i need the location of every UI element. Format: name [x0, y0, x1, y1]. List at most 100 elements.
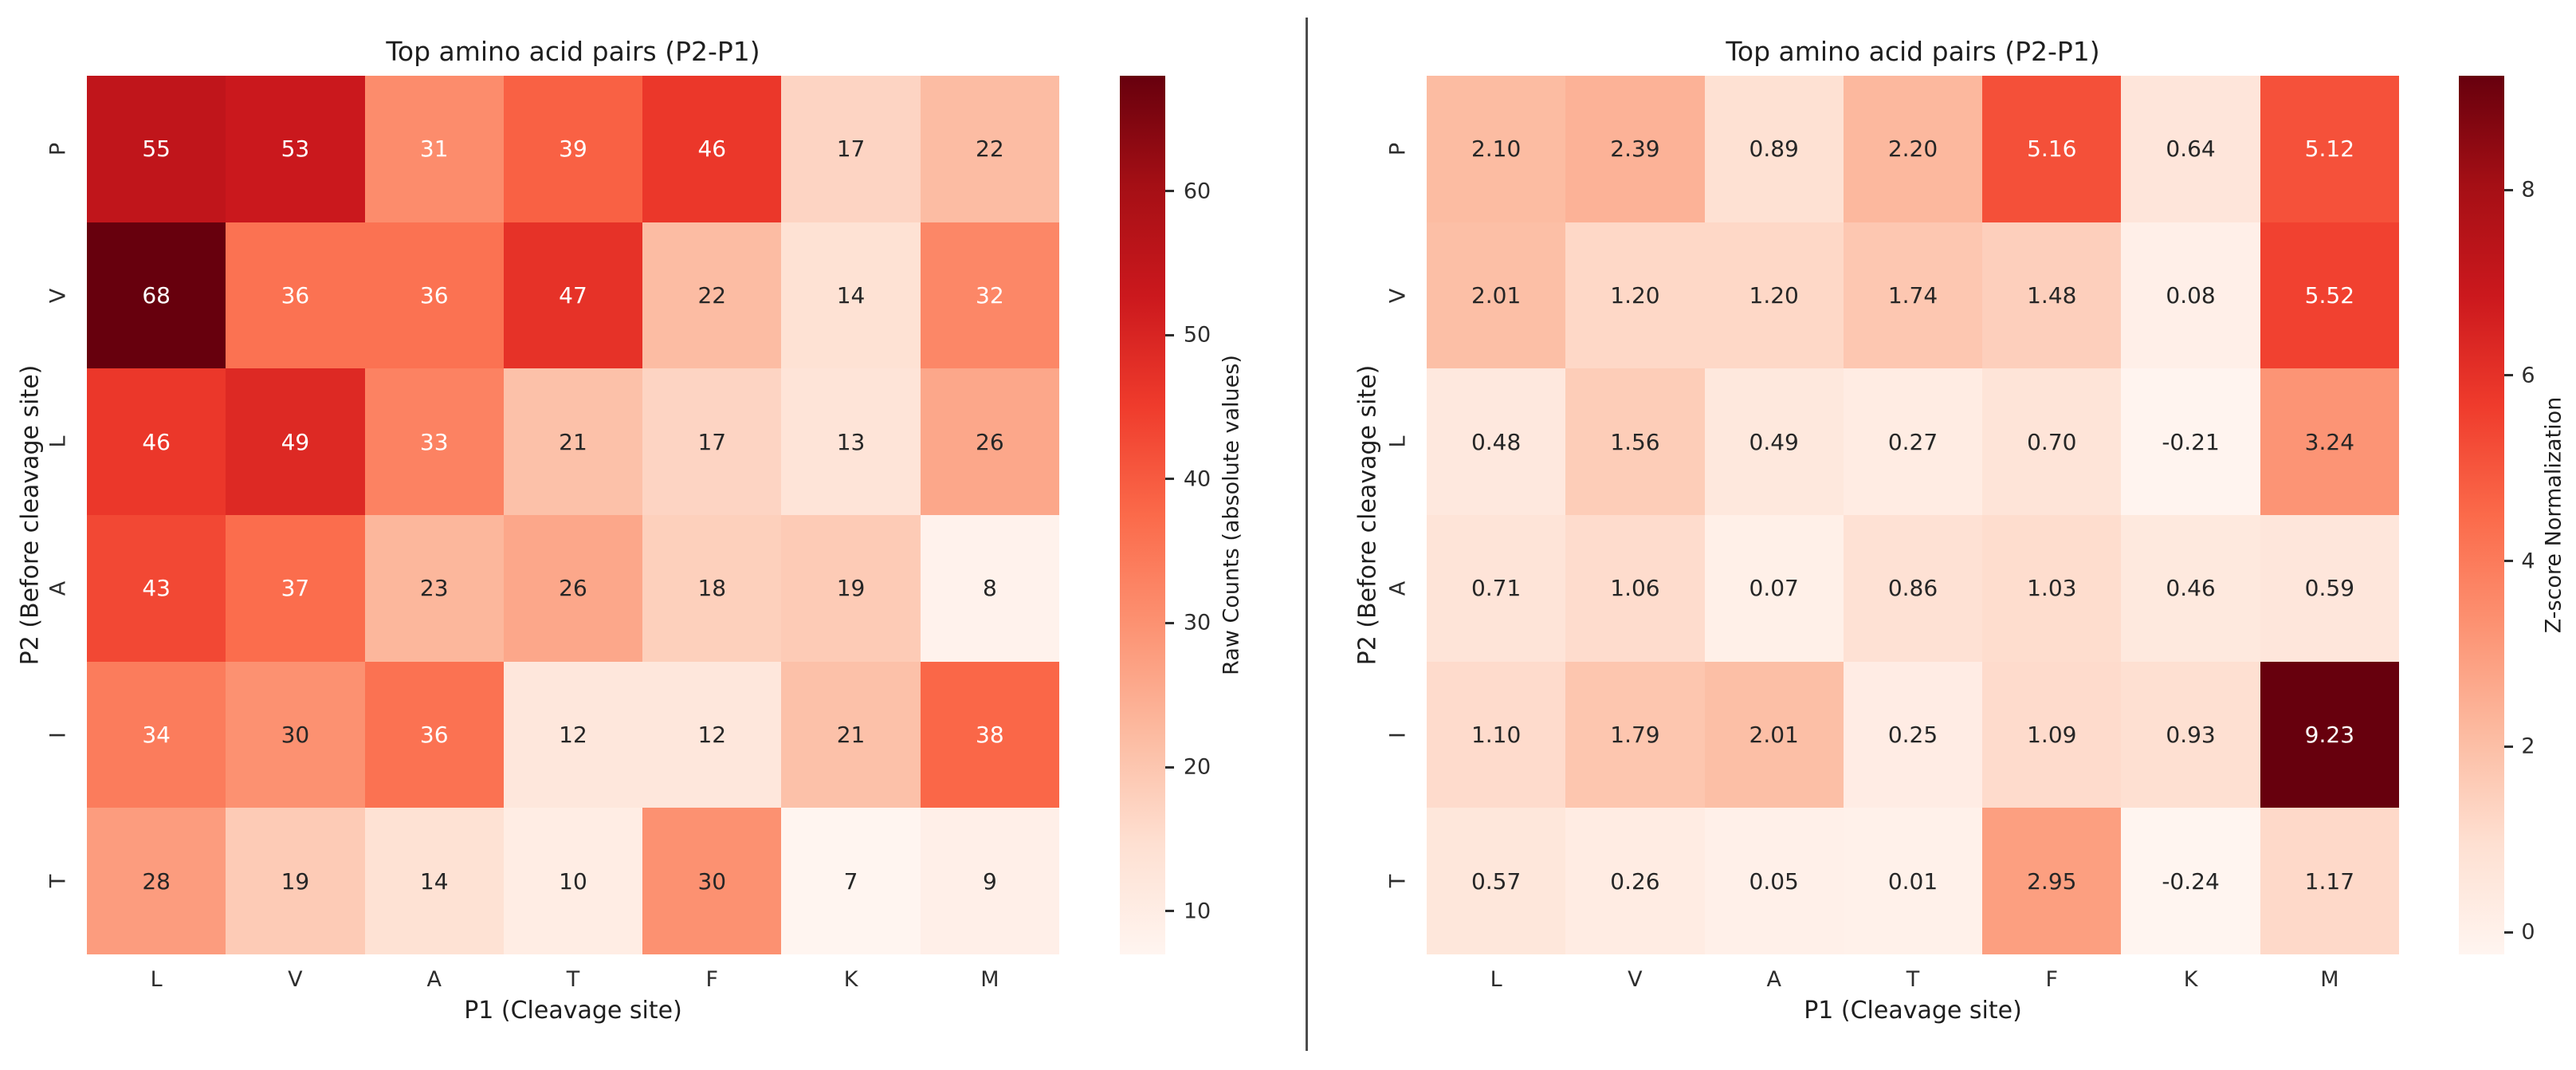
heatmap-cell: 1.56: [1565, 368, 1705, 515]
cell-value: -0.21: [2162, 428, 2220, 455]
heatmap-cell: 0.26: [1565, 808, 1705, 954]
heatmap-cell: 0.71: [1427, 515, 1566, 662]
x-tick-label: M: [2320, 967, 2339, 992]
x-tick-label: A: [426, 967, 442, 992]
colorbar-tick-label: 10: [1183, 899, 1211, 924]
heatmap-cell: 0.57: [1427, 808, 1566, 954]
heatmap-cell: 33: [364, 368, 504, 515]
heatmap-cell: 36: [226, 222, 365, 369]
heatmap-cell: 8: [920, 515, 1059, 662]
right-colorbar: [2459, 76, 2504, 954]
cell-value: 1.06: [1610, 575, 1660, 602]
cell-value: 12: [697, 721, 727, 748]
heatmap-cell: 1.20: [1704, 222, 1844, 369]
heatmap-cell: 36: [364, 661, 504, 808]
colorbar-tick-mark: [2504, 930, 2513, 934]
right-yaxis-label: P2 (Before cleavage site): [1353, 364, 1382, 666]
heatmap-cell: 0.89: [1704, 76, 1844, 222]
heatmap-cell: 39: [503, 76, 643, 222]
cell-value: 0.64: [2166, 136, 2216, 163]
heatmap-cell: 26: [920, 368, 1059, 515]
cell-value: 39: [559, 136, 587, 163]
heatmap-cell: 2.39: [1565, 76, 1705, 222]
colorbar-tick-label: 2: [2521, 734, 2535, 759]
heatmap-cell: 23: [364, 515, 504, 662]
cell-value: 1.10: [1471, 721, 1522, 748]
cell-value: 7: [843, 867, 858, 895]
cell-value: 0.08: [2166, 281, 2216, 309]
cell-value: 1.17: [2304, 867, 2355, 895]
y-tick-label: V: [1385, 288, 1411, 303]
x-tick-label: F: [705, 967, 719, 992]
x-tick-label: L: [1490, 967, 1502, 992]
cell-value: 36: [419, 721, 449, 748]
cell-value: 14: [836, 281, 866, 309]
cell-value: 14: [419, 867, 449, 895]
heatmap-cell: 22: [642, 222, 782, 369]
cell-value: 21: [836, 721, 866, 748]
heatmap-cell: 55: [87, 76, 226, 222]
cell-value: 47: [559, 281, 587, 309]
cell-value: 1.09: [2027, 721, 2077, 748]
cell-value: 43: [142, 575, 171, 602]
cell-value: 0.01: [1887, 867, 1938, 895]
colorbar-tick-mark: [1165, 621, 1174, 624]
y-tick-label: L: [45, 435, 71, 448]
y-tick-label: T: [45, 874, 71, 888]
x-tick-label: A: [1766, 967, 1781, 992]
cell-value: 2.10: [1471, 136, 1522, 163]
colorbar-tick-mark: [2504, 745, 2513, 748]
cell-value: 53: [281, 136, 310, 163]
colorbar-tick-mark: [1165, 478, 1174, 481]
heatmap-cell: 21: [781, 661, 921, 808]
cell-value: 0.48: [1471, 428, 1522, 455]
cell-value: 22: [976, 136, 1004, 163]
heatmap-cell: 5.52: [2260, 222, 2399, 369]
cell-value: 19: [281, 867, 310, 895]
cell-value: 0.49: [1749, 428, 1799, 455]
heatmap-cell: 14: [781, 222, 921, 369]
heatmap-cell: 26: [503, 515, 643, 662]
right-heatmap-grid: 2.10 2.39 0.89 2.20 5.16 0.64 5.12 2.01 1.20 1.20…: [1427, 76, 2399, 954]
left-chart-title: Top amino acid pairs (P2-P1): [386, 36, 760, 67]
cell-value: 2.20: [1887, 136, 1938, 163]
heatmap-cell: 0.08: [2121, 222, 2260, 369]
heatmap-cell: 18: [642, 515, 782, 662]
cell-value: 0.46: [2166, 575, 2216, 602]
cell-value: 0.89: [1749, 136, 1799, 163]
heatmap-cell: 46: [87, 368, 226, 515]
heatmap-cell: 2.20: [1843, 76, 1983, 222]
cell-value: 18: [697, 575, 727, 602]
heatmap-cell: 1.20: [1565, 222, 1705, 369]
cell-value: -0.24: [2162, 867, 2220, 895]
heatmap-cell: 30: [226, 661, 365, 808]
heatmap-cell: 0.64: [2121, 76, 2260, 222]
cell-value: 5.16: [2027, 136, 2077, 163]
heatmap-cell: 17: [642, 368, 782, 515]
cell-value: 0.07: [1749, 575, 1799, 602]
cell-value: 1.20: [1749, 281, 1799, 309]
heatmap-cell: 32: [920, 222, 1059, 369]
heatmap-cell: 21: [503, 368, 643, 515]
x-tick-label: T: [566, 967, 580, 992]
heatmap-cell: 10: [503, 808, 643, 954]
heatmap-cell: 0.27: [1843, 368, 1983, 515]
cell-value: 0.05: [1749, 867, 1799, 895]
heatmap-cell: 0.93: [2121, 661, 2260, 808]
cell-value: 3.24: [2304, 428, 2355, 455]
colorbar-tick-label: 4: [2521, 549, 2535, 574]
heatmap-cell: -0.24: [2121, 808, 2260, 954]
x-tick-label: K: [2183, 967, 2198, 992]
cell-value: 1.56: [1610, 428, 1660, 455]
cell-value: 2.01: [1471, 281, 1522, 309]
heatmap-cell: 5.16: [1982, 76, 2122, 222]
heatmap-cell: 0.59: [2260, 515, 2399, 662]
y-tick-label: L: [1385, 435, 1411, 448]
cell-value: 13: [836, 428, 866, 455]
heatmap-cell: 12: [503, 661, 643, 808]
x-tick-label: L: [150, 967, 163, 992]
heatmap-cell: 1.79: [1565, 661, 1705, 808]
left-yaxis-label: P2 (Before cleavage site): [16, 364, 45, 666]
cell-value: 1.79: [1610, 721, 1660, 748]
colorbar-tick-mark: [2504, 374, 2513, 377]
